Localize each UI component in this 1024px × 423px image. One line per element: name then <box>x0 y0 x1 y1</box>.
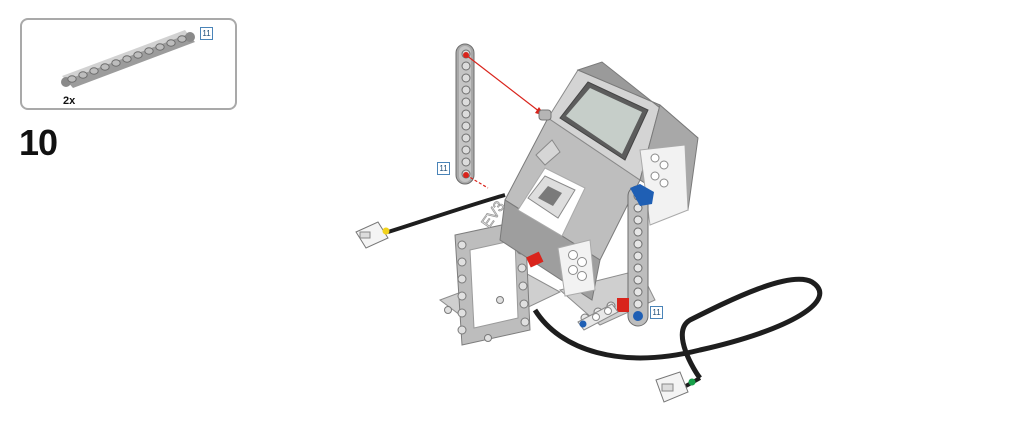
cable-left <box>355 193 506 249</box>
callout-beam-length-label: 11 <box>200 27 213 40</box>
red-axle-icon <box>617 298 629 312</box>
cable-plug-left-icon <box>355 221 389 249</box>
liftarm-small <box>577 303 619 331</box>
lego-logo-icon <box>526 251 544 268</box>
cable-right <box>532 276 823 403</box>
blue-axle-pin-icon <box>630 184 654 206</box>
step-number: 10 <box>19 122 58 163</box>
right-beam-11 <box>617 184 654 327</box>
blue-pin-icon <box>633 311 643 321</box>
callout-quantity: 2x <box>63 95 76 107</box>
callout-beam-drawing <box>61 30 195 88</box>
left-beam-length-label: 11 <box>437 162 450 175</box>
beam-11-icon <box>61 30 195 88</box>
right-beam-length-label: 11 <box>650 306 663 319</box>
axle-pin <box>538 109 552 121</box>
cable-marker-yellow-icon <box>382 227 390 235</box>
ev3-screen <box>566 88 642 154</box>
ev3-brick <box>499 61 699 301</box>
left-beam-11 <box>455 43 475 185</box>
parts-callout: 11 2x <box>20 18 237 110</box>
cable-marker-green-icon <box>688 378 696 386</box>
